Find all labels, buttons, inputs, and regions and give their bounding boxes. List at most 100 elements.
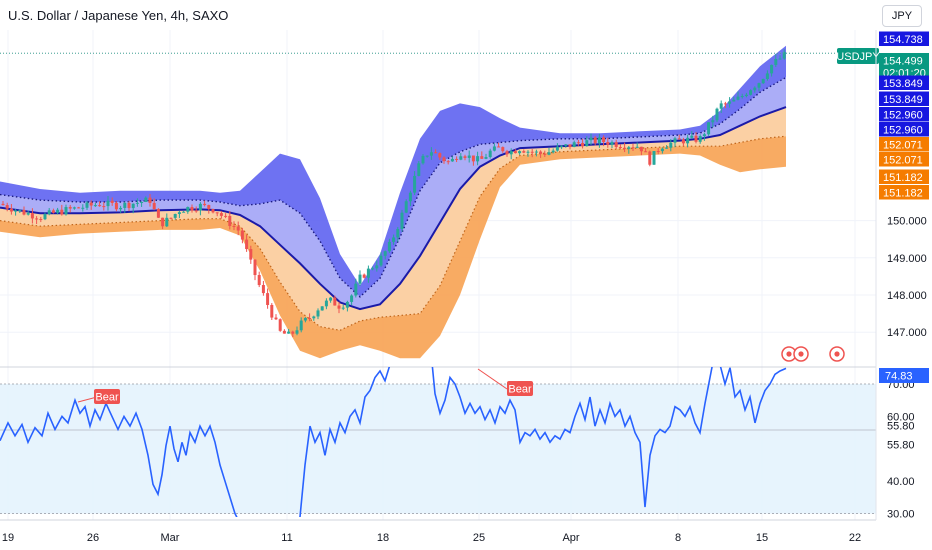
- candle-body: [51, 210, 55, 213]
- candle-body: [723, 103, 727, 105]
- candle-body: [408, 192, 412, 202]
- candle-body: [232, 226, 236, 228]
- symbol-tag-bg: [837, 48, 879, 64]
- candle-body: [593, 137, 597, 144]
- candle-body: [400, 212, 404, 229]
- axis-label-value: 153.849: [883, 78, 923, 90]
- candle-body: [47, 210, 51, 215]
- candle-body: [686, 137, 690, 144]
- time-tick-label: Apr: [562, 532, 579, 544]
- candle-body: [144, 197, 148, 202]
- candle-body: [72, 207, 76, 209]
- candle-body: [127, 202, 131, 209]
- candle-body: [623, 147, 627, 149]
- time-tick-label: 26: [87, 532, 99, 544]
- candle-body: [543, 153, 547, 155]
- candle-body: [68, 207, 72, 209]
- axis-label-value: 151.182: [883, 172, 923, 184]
- candle-body: [707, 122, 711, 135]
- candle-body: [324, 300, 328, 307]
- candle-body: [14, 210, 18, 212]
- candle-body: [354, 283, 358, 296]
- candle-body: [253, 259, 257, 276]
- lower-outer-band: [0, 136, 786, 359]
- rsi-tick-label: 30.00: [887, 509, 915, 521]
- candle-body: [173, 213, 177, 218]
- candle-body: [274, 317, 278, 320]
- axis-label-bg: [879, 31, 929, 46]
- candle-body: [530, 151, 534, 153]
- price-tick-label: 148.000: [887, 290, 927, 302]
- candle-body: [110, 200, 114, 203]
- axis-label-value: 152.960: [883, 110, 923, 122]
- candle-body: [446, 161, 450, 163]
- candle-body: [597, 137, 601, 144]
- candle-body: [627, 147, 631, 149]
- rsi-tick-label: 60.00: [887, 411, 915, 423]
- candle-body: [299, 320, 303, 331]
- candle-body: [106, 200, 110, 207]
- candle-body: [564, 144, 568, 146]
- candle-body: [287, 331, 291, 334]
- candle-body: [463, 156, 467, 158]
- candle-body: [774, 58, 778, 65]
- candle-body: [303, 318, 307, 321]
- candle-body: [450, 158, 454, 162]
- time-tick-label: 19: [2, 532, 14, 544]
- candle-body: [501, 147, 505, 152]
- candle-body: [417, 163, 421, 176]
- candle-body: [513, 151, 517, 154]
- axis-label-bg: [879, 53, 929, 79]
- candle-body: [749, 90, 753, 95]
- candle-body: [568, 144, 572, 148]
- candle-body: [337, 305, 341, 309]
- candle-body: [467, 155, 471, 158]
- candle-body: [219, 213, 223, 216]
- bear-label: Bear: [95, 392, 119, 404]
- candle-body: [677, 138, 681, 140]
- candle-body: [383, 251, 387, 256]
- candle-body: [98, 205, 102, 207]
- axis-label-value: 152.071: [883, 140, 923, 152]
- candle-body: [43, 214, 47, 220]
- candle-body: [476, 156, 480, 162]
- candle-body: [236, 226, 240, 231]
- candle-body: [652, 151, 656, 165]
- candle-body: [89, 202, 93, 206]
- candle-body: [694, 135, 698, 142]
- candle-body: [308, 318, 312, 320]
- currency-button[interactable]: JPY: [882, 5, 922, 27]
- candle-body: [602, 137, 606, 142]
- candle-body: [379, 255, 383, 266]
- candle-body: [740, 96, 744, 98]
- candle-body: [635, 146, 639, 148]
- candle-body: [618, 146, 622, 148]
- candle-body: [316, 310, 320, 317]
- candle-body: [522, 151, 526, 153]
- candle-body: [228, 215, 232, 227]
- axis-label-bg: [879, 91, 929, 106]
- axis-label-bg: [879, 185, 929, 200]
- candle-body: [362, 274, 366, 278]
- bear-pointer: [477, 368, 508, 390]
- candle-body: [102, 206, 106, 208]
- candle-body: [207, 205, 211, 210]
- candle-body: [711, 120, 715, 123]
- candle-body: [194, 210, 198, 212]
- axis-label-bg: [879, 107, 929, 122]
- candle-body: [135, 202, 139, 204]
- band-group: [0, 45, 787, 359]
- candle-body: [455, 158, 459, 160]
- symbol-tag: USDJPY: [836, 51, 880, 63]
- candle-body: [681, 139, 685, 144]
- candle-body: [639, 146, 643, 152]
- candle-body: [589, 137, 593, 141]
- axis-label-bg: [879, 152, 929, 167]
- time-tick-label: 25: [473, 532, 485, 544]
- candle-body: [148, 197, 152, 203]
- candle-body: [585, 140, 589, 147]
- candle-body: [39, 219, 43, 221]
- candle-body: [644, 151, 648, 153]
- candle-body: [140, 201, 144, 203]
- candle-body: [572, 142, 576, 148]
